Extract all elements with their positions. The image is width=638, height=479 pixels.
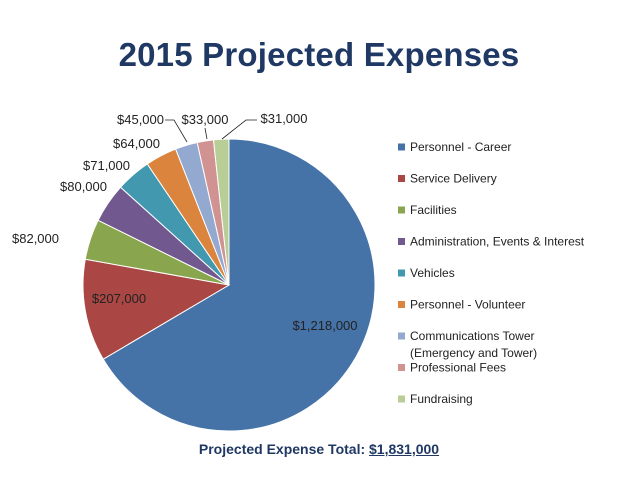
legend-item-professional-fees: Professional Fees [398, 361, 506, 375]
legend: Personnel - Career Service Delivery Facili… [398, 140, 585, 406]
legend-swatch-professional-fees [398, 364, 405, 371]
legend-label-personnel-volunteer: Personnel - Volunteer [410, 298, 525, 312]
legend-label-communications-tower-emergency-and-tower: Communications Tower (Emergency and Tower… [410, 329, 537, 360]
data-label-service-delivery: $207,000 [92, 291, 146, 306]
legend-label-personnel-career: Personnel - Career [410, 140, 511, 154]
legend-item-personnel-volunteer: Personnel - Volunteer [398, 298, 525, 312]
data-labels: $1,218,000 $207,000 $82,000 $80,000 $71,000 $… [12, 111, 358, 333]
leader-line-communications-tower-emergency-and-tower [165, 119, 188, 143]
legend-item-communications-tower-emergency-and-tower: Communications Tower (Emergency and Tower… [398, 329, 537, 360]
legend-item-facilities: Facilities [398, 203, 457, 217]
leader-line-fundraising [221, 119, 257, 140]
legend-swatch-personnel-volunteer [398, 301, 405, 308]
legend-swatch-communications-tower-emergency-and-tower [398, 332, 405, 340]
legend-swatch-vehicles [398, 269, 405, 277]
total-label: Projected Expense Total: [198, 441, 366, 457]
legend-label-service-delivery: Service Delivery [410, 172, 497, 186]
data-label-professional-fees: $33,000 [182, 112, 229, 127]
data-label-personnel-volunteer: $64,000 [113, 136, 160, 151]
legend-item-fundraising: Fundraising [398, 392, 473, 406]
data-label-facilities: $82,000 [12, 231, 59, 246]
total-value: $1,831,000 [369, 441, 440, 457]
legend-swatch-facilities [398, 206, 405, 214]
legend-swatch-personnel-career [398, 143, 405, 151]
pie-slice-personnel-career [102, 138, 376, 432]
legend-swatch-administration-events-interest [398, 238, 405, 245]
legend-item-vehicles: Vehicles [398, 266, 455, 280]
pie-slice-service-delivery [82, 258, 231, 360]
leader-line-professional-fees [204, 127, 208, 140]
pie-slices [82, 138, 376, 432]
legend-label-facilities: Facilities [410, 203, 457, 217]
legend-swatch-service-delivery [398, 175, 405, 182]
data-label-administration-events-interest: $80,000 [60, 179, 107, 194]
data-label-communications-tower-emergency-and-tower: $45,000 [117, 112, 164, 127]
legend-item-personnel-career: Personnel - Career [398, 140, 511, 154]
legend-label-vehicles: Vehicles [410, 266, 455, 280]
pie-slice-fundraising [212, 138, 230, 286]
legend-label-fundraising: Fundraising [410, 392, 473, 406]
legend-item-service-delivery: Service Delivery [398, 172, 497, 186]
legend-item-administration-events-interest: Administration, Events & Interest [398, 235, 585, 249]
data-label-vehicles: $71,000 [83, 158, 130, 173]
legend-label-professional-fees: Professional Fees [410, 361, 506, 375]
legend-label-administration-events-interest: Administration, Events & Interest [410, 235, 585, 249]
data-label-personnel-career: $1,218,000 [292, 318, 357, 333]
data-label-fundraising: $31,000 [261, 111, 308, 126]
legend-swatch-fundraising [398, 395, 405, 403]
total-line: Projected Expense Total: $1,831,000 [0, 441, 638, 457]
leader-lines [165, 119, 257, 143]
chart-title: 2015 Projected Expenses [118, 36, 520, 73]
